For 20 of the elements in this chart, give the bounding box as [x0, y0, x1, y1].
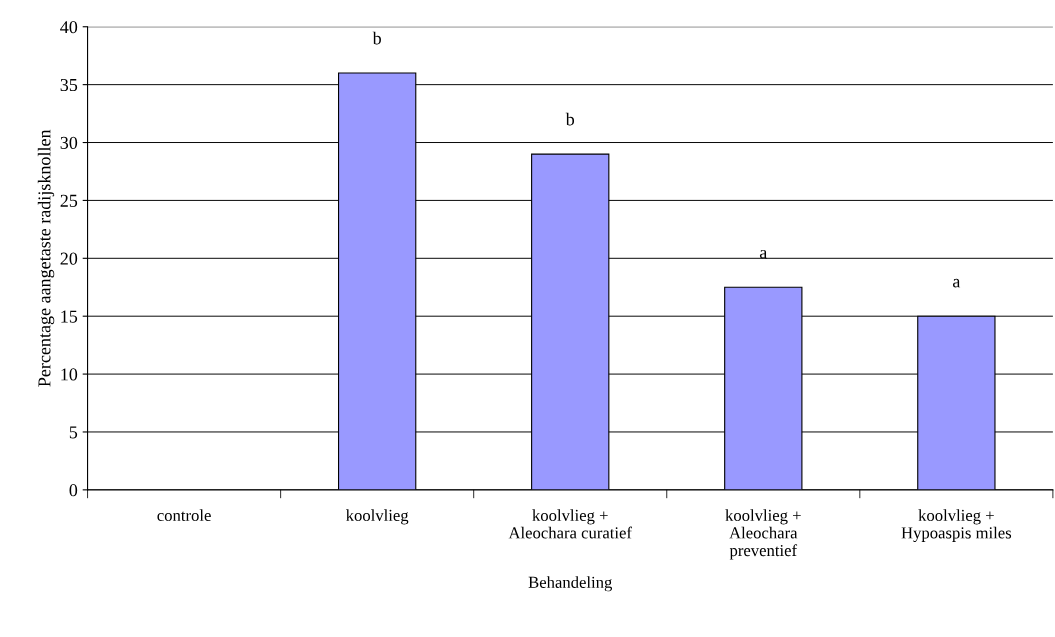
x-tick-label: koolvlieg + Hypoaspis miles [901, 509, 1012, 542]
data-label: a [759, 249, 768, 259]
data-label: b [565, 112, 575, 126]
x-tick-label: koolvlieg [346, 509, 409, 525]
y-tick-label: 40 [60, 21, 78, 34]
data-label: a [952, 278, 961, 288]
x-tick-label: koolvlieg + Aleochara preventief [725, 509, 801, 560]
y-tick-label: 30 [60, 136, 78, 149]
x-tick-label: koolvlieg + Aleochara curatief [508, 509, 632, 539]
y-tick-label: 10 [61, 368, 78, 381]
y-tick-label: 0 [69, 484, 78, 497]
data-label: b [372, 31, 381, 45]
x-axis-title: Behandeling [528, 576, 613, 592]
y-tick-label: 15 [61, 310, 78, 323]
y-tick-label: 25 [60, 194, 78, 207]
x-tick-label: controle [157, 509, 211, 522]
y-tick-label: 20 [60, 252, 78, 265]
y-tick-label: 35 [60, 78, 78, 92]
y-tick-label: 5 [69, 426, 78, 439]
y-axis-title: Percentage aangetaste radijsknollen [37, 129, 55, 387]
